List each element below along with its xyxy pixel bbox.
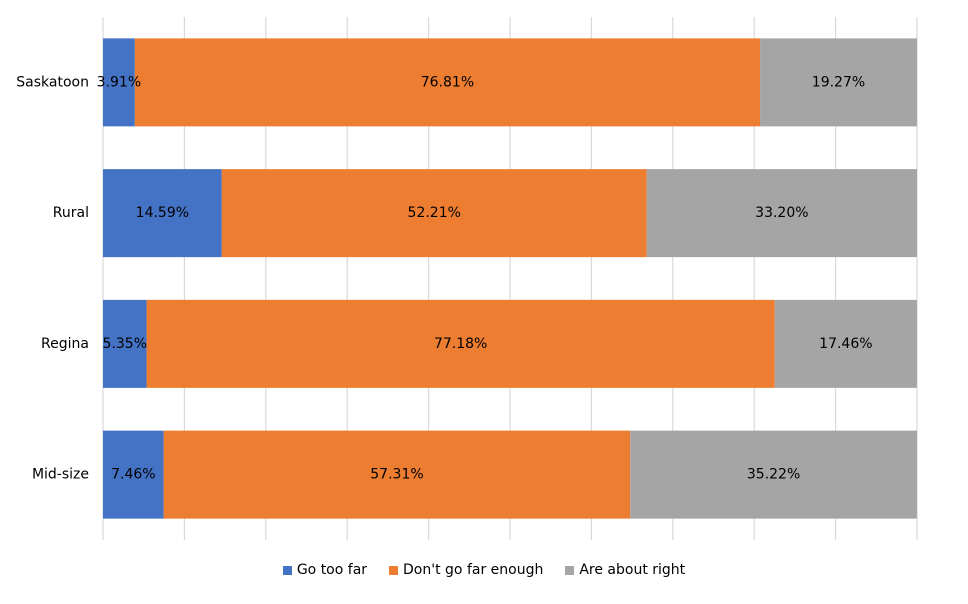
bar-segment [146, 299, 775, 388]
data-label: 3.91% [97, 74, 141, 90]
data-label: 5.35% [103, 336, 147, 352]
data-label: 57.31% [370, 467, 423, 483]
data-label: 35.22% [747, 467, 800, 483]
bar-segment [103, 38, 135, 127]
bar-segment [103, 430, 164, 519]
legend-item-are-about-right: Are about right [565, 562, 685, 578]
bar-segment [774, 299, 917, 388]
data-labels: 3.91% 76.81% 19.27% 14.59% 52.21% 33.20% 5.35%… [97, 74, 873, 482]
category-label: Regina [41, 336, 89, 352]
bar-segment [646, 169, 917, 258]
data-label: 17.46% [819, 336, 872, 352]
legend-swatch-dont-go-far-enough [389, 565, 399, 575]
legend: Go too far Don't go far enough Are about… [0, 562, 968, 578]
category-label: Rural [53, 205, 89, 221]
legend-label: Go too far [296, 562, 368, 578]
bar-segment [760, 38, 917, 127]
bar-segment [630, 430, 917, 519]
legend-swatch-are-about-right [565, 565, 575, 575]
category-label: Mid-size [32, 467, 89, 483]
legend-item-dont-go-far-enough: Don't go far enough [389, 562, 543, 578]
category-labels: Saskatoon Rural Regina Mid-size [16, 74, 89, 482]
bar-segment [103, 169, 222, 258]
data-label: 14.59% [136, 205, 189, 221]
bar-segment [103, 299, 147, 388]
legend-label: Are about right [579, 562, 686, 578]
bar-segment [163, 430, 631, 519]
bar-segment [134, 38, 761, 127]
legend-item-go-too-far: Go too far [282, 562, 368, 578]
legend-label: Don't go far enough [403, 562, 544, 578]
bars [103, 38, 917, 519]
data-label: 77.18% [434, 336, 487, 352]
data-label: 33.20% [755, 205, 808, 221]
data-label: 7.46% [111, 467, 155, 483]
data-label: 52.21% [408, 205, 461, 221]
data-label: 76.81% [421, 74, 474, 90]
legend-swatch-go-too-far [282, 565, 292, 575]
data-label: 19.27% [812, 74, 865, 90]
bar-segment [221, 169, 647, 258]
category-label: Saskatoon [16, 74, 89, 90]
